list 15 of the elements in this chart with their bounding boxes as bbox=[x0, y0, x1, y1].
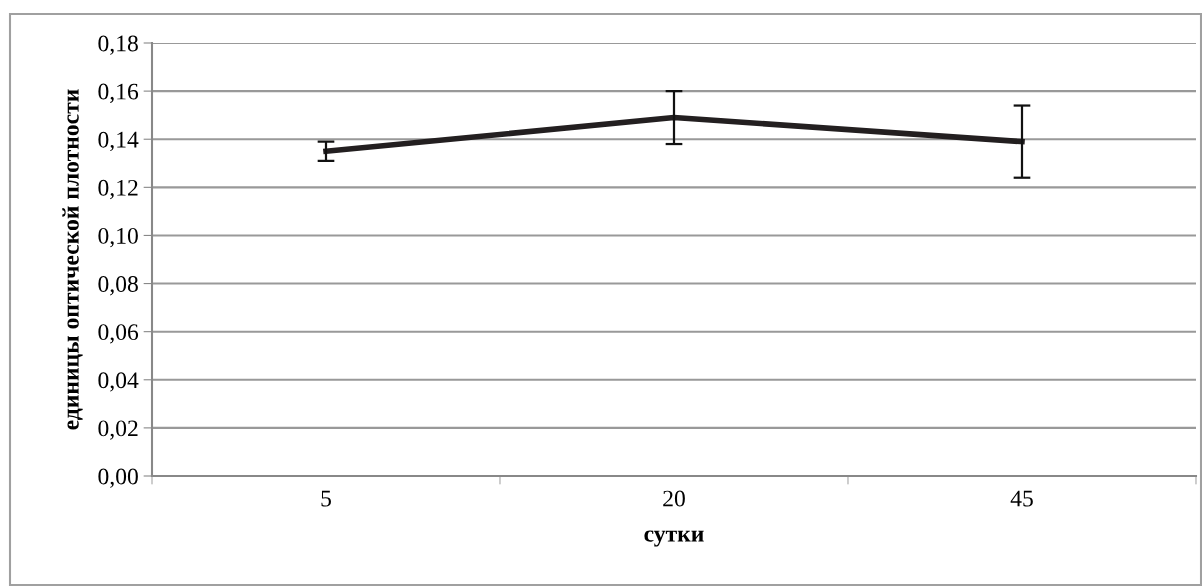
y-tick-label: 0,16 bbox=[98, 83, 139, 103]
y-tick-label: 0,00 bbox=[98, 468, 138, 488]
y-tick-label: 0,04 bbox=[98, 372, 139, 392]
y-tick-label: 0,06 bbox=[98, 324, 139, 344]
y-tick-label: 0,08 bbox=[98, 276, 138, 296]
x-axis-title: сутки bbox=[644, 530, 704, 547]
y-tick-label: 0,14 bbox=[98, 131, 139, 152]
y-tick-label: 0,02 bbox=[98, 420, 138, 440]
x-tick-label: 5 bbox=[321, 490, 331, 507]
y-tick-label: 0,12 bbox=[98, 179, 138, 200]
x-tick-label: 20 bbox=[663, 490, 685, 507]
y-tick-label: 0,10 bbox=[98, 227, 138, 248]
y-tick-label: 0,18 bbox=[98, 35, 138, 55]
x-tick-label: 45 bbox=[1010, 490, 1033, 507]
y-axis-title: единицы оптической плотности bbox=[62, 89, 83, 430]
